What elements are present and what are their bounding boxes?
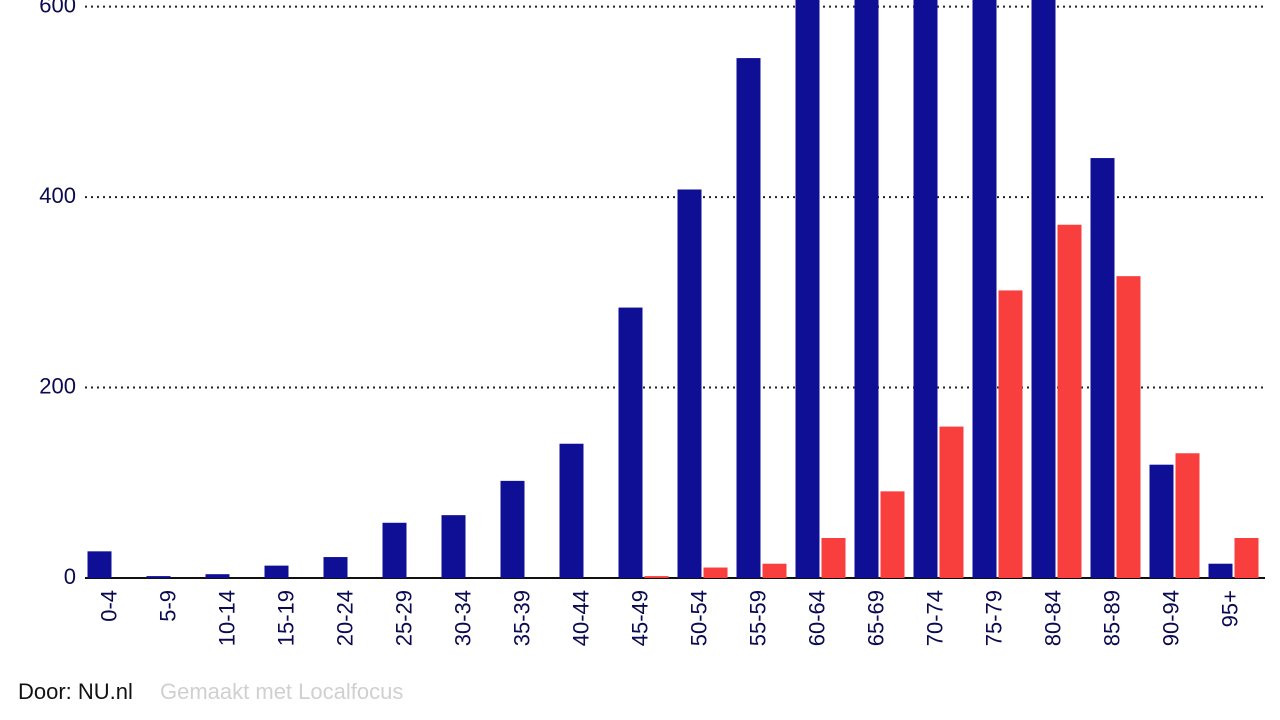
y-tick-label: 200 [39,373,76,398]
x-tick-label: 40-44 [568,590,593,646]
x-tick-label: 10-14 [214,590,239,646]
bar [1208,563,1233,578]
bar [644,576,669,578]
x-tick-label: 45-49 [627,590,652,646]
x-tick-label: 80-84 [1040,590,1065,646]
bar [854,0,879,579]
x-tick-label: 20-24 [332,590,357,646]
bar [559,443,584,578]
bar [1057,224,1082,579]
bar [762,563,787,578]
bar [618,307,643,578]
bar [913,0,938,578]
x-tick-label: 85-89 [1099,590,1124,646]
x-tick-label: 60-64 [804,590,829,646]
x-tick-label: 75-79 [981,590,1006,646]
bar [441,515,466,578]
grid [85,5,1265,579]
bar [736,58,761,578]
x-tick-label: 95+ [1217,590,1242,627]
bar [1234,538,1259,578]
bar [972,0,997,579]
bar [323,557,348,578]
bar [939,426,964,578]
x-tick-label: 55-59 [745,590,770,646]
bar [1175,453,1200,578]
x-tick-label: 5-9 [155,590,180,622]
bar [146,576,171,578]
credit[interactable]: Gemaakt met Localfocus [160,679,403,704]
bar [205,574,230,578]
labels: 0 200 400 600 0-4 5-9 10-14 15-19 20-24 25-29 30-3… [39,0,1242,646]
x-tick-label: 90-94 [1158,590,1183,646]
y-tick-label: 0 [64,564,76,589]
x-tick-label: 15-19 [273,590,298,646]
bar [1149,464,1174,578]
bars [87,0,1259,579]
bar [703,567,728,578]
x-tick-label: 30-34 [450,590,475,646]
y-tick-label: 400 [39,183,76,208]
x-tick-label: 35-39 [509,590,534,646]
bar [1031,0,1056,578]
x-tick-label: 65-69 [863,590,888,646]
source: Door: NU.nl [18,679,133,704]
x-tick-label: 70-74 [922,590,947,646]
bar [998,290,1023,578]
bar [1090,158,1115,578]
bar [795,0,820,578]
bar [677,189,702,578]
bar [821,538,846,578]
bar [87,551,112,578]
bar [880,491,905,578]
y-tick-label: 600 [39,0,76,17]
bar [500,480,525,578]
bar [264,565,289,578]
x-tick-label: 50-54 [686,590,711,646]
x-tick-label: 0-4 [96,590,121,622]
bar [1116,276,1141,578]
bar [382,522,407,578]
x-tick-label: 25-29 [391,590,416,646]
